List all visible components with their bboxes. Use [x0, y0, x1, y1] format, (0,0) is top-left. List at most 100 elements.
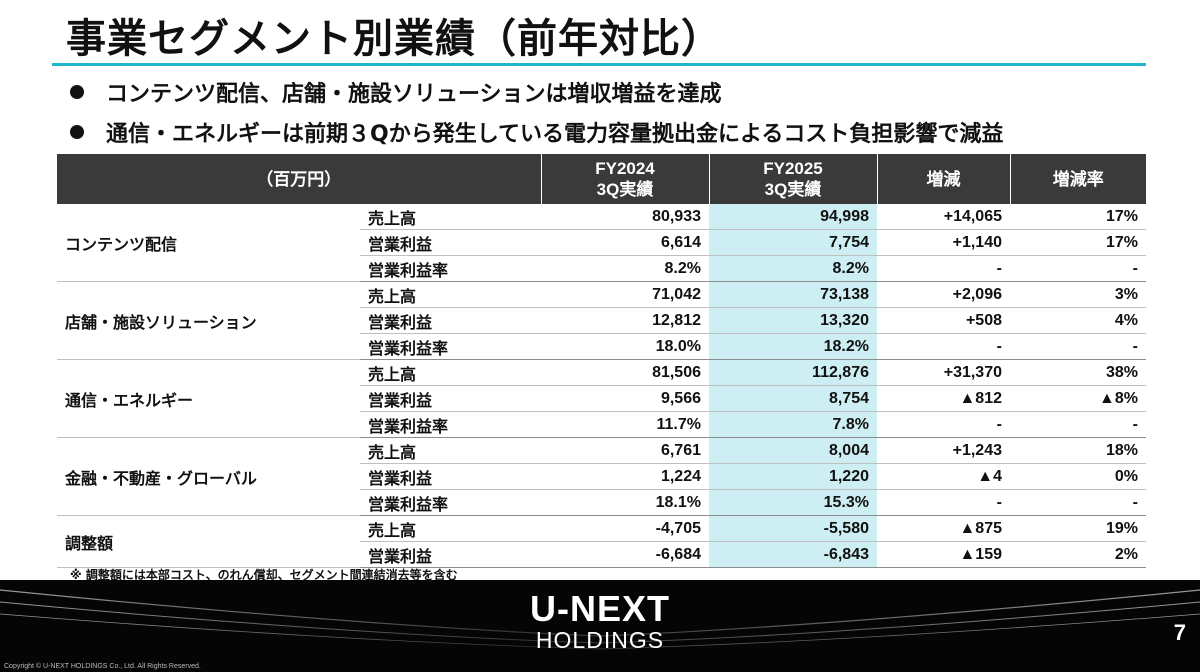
- segment-name: 通信・エネルギー: [57, 359, 360, 438]
- change-value: ▲4: [877, 463, 1010, 490]
- change-rate-value: 3%: [1010, 281, 1146, 308]
- fy2024-value: 1,224: [541, 463, 709, 490]
- fy2024-value: 18.0%: [541, 333, 709, 360]
- change-value: ▲875: [877, 515, 1010, 542]
- table-row: 営業利益率 8.2% 8.2% - -: [57, 255, 1146, 282]
- bullet-item: コンテンツ配信、店舗・施設ソリューションは増収増益を達成: [70, 72, 1003, 112]
- change-rate-value: 0%: [1010, 463, 1146, 490]
- metric-label: 売上高: [360, 515, 541, 542]
- fy2025-value: 7,754: [709, 229, 877, 256]
- metric-label: 営業利益率: [360, 333, 541, 360]
- footer-band: U-NEXT HOLDINGS 7 Copyright © U-NEXT HOL…: [0, 580, 1200, 672]
- change-rate-value: 17%: [1010, 204, 1146, 230]
- table-row: 営業利益 9,566 8,754 ▲812 ▲8%: [57, 385, 1146, 412]
- fy2025-value: 94,998: [709, 204, 877, 230]
- header-fy2025-year: FY2025: [763, 159, 823, 178]
- segment-name: 金融・不動産・グローバル: [57, 437, 360, 516]
- segment-name: コンテンツ配信: [57, 204, 360, 282]
- table-row: 営業利益 12,812 13,320 +508 4%: [57, 307, 1146, 334]
- header-change-rate: 増減率: [1010, 154, 1146, 204]
- change-value: +1,140: [877, 229, 1010, 256]
- metric-label: 営業利益率: [360, 255, 541, 282]
- table-row: 金融・不動産・グローバル 売上高 6,761 8,004 +1,243 18%: [57, 437, 1146, 516]
- change-rate-value: 17%: [1010, 229, 1146, 256]
- fy2024-value: 81,506: [541, 359, 709, 386]
- change-value: +1,243: [877, 437, 1010, 464]
- bullet-text: コンテンツ配信、店舗・施設ソリューションは増収増益を達成: [106, 82, 722, 107]
- metric-label: 営業利益: [360, 541, 541, 568]
- footnote: ※ 調整額には本部コスト、のれん償却、セグメント間連結消去等を含む: [70, 568, 458, 582]
- table-row: 営業利益率 18.1% 15.3% - -: [57, 489, 1146, 516]
- fy2025-value: -5,580: [709, 515, 877, 542]
- bullet-text: 通信・エネルギーは前期３Qから発生している電力容量拠出金によるコスト負担影響で減…: [106, 122, 1004, 147]
- change-rate-value: -: [1010, 255, 1146, 282]
- company-logo-subtext: HOLDINGS: [535, 627, 665, 653]
- metric-label: 営業利益: [360, 229, 541, 256]
- table-row: 通信・エネルギー 売上高 81,506 112,876 +31,370 38%: [57, 359, 1146, 438]
- fy2025-value: -6,843: [709, 541, 877, 568]
- change-rate-value: -: [1010, 333, 1146, 360]
- header-change: 増減: [877, 154, 1011, 204]
- table-body: コンテンツ配信 売上高 80,933 94,998 +14,065 17% 営業利益 6,61…: [57, 204, 1146, 568]
- title-underline: [52, 63, 1146, 66]
- header-unit: （百万円）: [57, 154, 542, 204]
- fy2024-value: 6,614: [541, 229, 709, 256]
- fy2025-value: 1,220: [709, 463, 877, 490]
- segment-name: 調整額: [57, 515, 360, 568]
- page-title: 事業セグメント別業績（前年対比）: [66, 16, 722, 62]
- fy2025-value: 7.8%: [709, 411, 877, 438]
- metric-label: 売上高: [360, 281, 541, 308]
- table-row: コンテンツ配信 売上高 80,933 94,998 +14,065 17%: [57, 204, 1146, 282]
- change-value: ▲812: [877, 385, 1010, 412]
- metric-label: 売上高: [360, 204, 541, 230]
- table-row: 営業利益率 18.0% 18.2% - -: [57, 333, 1146, 360]
- change-rate-value: 2%: [1010, 541, 1146, 568]
- change-rate-value: ▲8%: [1010, 385, 1146, 412]
- table-row: 調整額 売上高 -4,705 -5,580 ▲875 19%: [57, 515, 1146, 568]
- header-fy2025: FY2025 3Q実績: [709, 154, 878, 204]
- table-row: 営業利益 1,224 1,220 ▲4 0%: [57, 463, 1146, 490]
- change-rate-value: -: [1010, 411, 1146, 438]
- fy2024-value: 11.7%: [541, 411, 709, 438]
- change-value: -: [877, 255, 1010, 282]
- bullet-list: コンテンツ配信、店舗・施設ソリューションは増収増益を達成 通信・エネルギーは前期…: [70, 72, 1003, 152]
- change-value: -: [877, 333, 1010, 360]
- metric-label: 営業利益率: [360, 411, 541, 438]
- bullet-dot-icon: [70, 85, 84, 99]
- company-logo-text: U-NEXT: [530, 588, 670, 629]
- fy2024-value: 71,042: [541, 281, 709, 308]
- change-rate-value: 19%: [1010, 515, 1146, 542]
- change-value: +2,096: [877, 281, 1010, 308]
- header-fy2024: FY2024 3Q実績: [541, 154, 710, 204]
- copyright-notice: Copyright © U-NEXT HOLDINGS Co., Ltd. Al…: [4, 663, 201, 670]
- fy2024-value: 9,566: [541, 385, 709, 412]
- header-fy2025-period: 3Q実績: [764, 180, 822, 199]
- metric-label: 営業利益率: [360, 489, 541, 516]
- change-rate-value: 18%: [1010, 437, 1146, 464]
- change-value: -: [877, 411, 1010, 438]
- table-row: 営業利益 -6,684 -6,843 ▲159 2%: [57, 541, 1146, 568]
- change-value: +14,065: [877, 204, 1010, 230]
- change-value: +508: [877, 307, 1010, 334]
- change-value: -: [877, 489, 1010, 516]
- fy2025-value: 15.3%: [709, 489, 877, 516]
- fy2025-value: 8,754: [709, 385, 877, 412]
- fy2024-value: 18.1%: [541, 489, 709, 516]
- fy2024-value: -4,705: [541, 515, 709, 542]
- header-fy2024-year: FY2024: [595, 159, 655, 178]
- change-rate-value: -: [1010, 489, 1146, 516]
- fy2024-value: 80,933: [541, 204, 709, 230]
- fy2024-value: 12,812: [541, 307, 709, 334]
- footer-swoosh-decoration: [0, 589, 1200, 650]
- fy2025-value: 112,876: [709, 359, 877, 386]
- fy2025-value: 73,138: [709, 281, 877, 308]
- metric-label: 売上高: [360, 359, 541, 386]
- change-value: +31,370: [877, 359, 1010, 386]
- change-rate-value: 4%: [1010, 307, 1146, 334]
- table-row: 店舗・施設ソリューション 売上高 71,042 73,138 +2,096 3%: [57, 281, 1146, 360]
- bullet-item: 通信・エネルギーは前期３Qから発生している電力容量拠出金によるコスト負担影響で減…: [70, 112, 1003, 152]
- metric-label: 営業利益: [360, 307, 541, 334]
- segment-results-table: （百万円） FY2024 3Q実績 FY2025 3Q実績 増減 増減率 コンテ…: [57, 154, 1146, 568]
- change-rate-value: 38%: [1010, 359, 1146, 386]
- header-fy2024-period: 3Q実績: [596, 180, 654, 199]
